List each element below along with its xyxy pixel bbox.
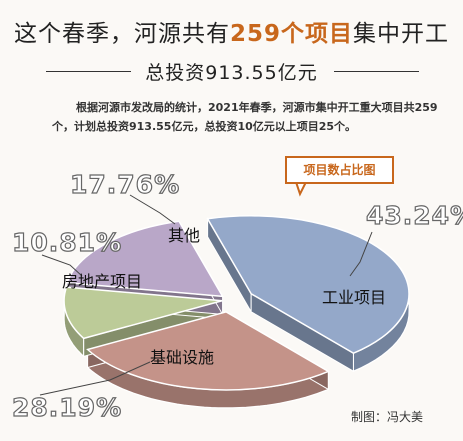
pct-label-infrastructure: 28.19% [11,392,123,422]
intro-paragraph: 根据河源市发改局的统计，2021年春季，河源市集中开工重大项目共259个，计划总… [52,101,438,133]
pct-label-industry: 43.24% [365,200,463,230]
headline-part1: 这个春季，河源共有 [13,21,230,47]
subtitle-right-rule [334,71,419,72]
subtitle: 总投资913.55亿元 [145,62,318,84]
credit: 制图：冯大美 [350,410,423,424]
slice-label-infrastructure: 基础设施 [150,348,215,367]
leader-line-infrastructure [39,361,151,396]
leader-line-industry [349,231,373,277]
slice-infrastructure [86,311,330,391]
slice-realestate [63,286,223,340]
leader-line-other [129,194,176,225]
pct-label-realestate: 10.81% [11,227,123,257]
pct-label-other: 17.76% [69,169,181,199]
slice-other [65,220,224,298]
slice-industry [206,215,410,355]
subtitle-left-rule [46,71,131,72]
headline: 这个春季，河源共有259个项目集中开工 [0,14,463,48]
headline-part2: 集中开工 [353,21,449,47]
chart-title-callout: 项目数占比图 [285,156,394,184]
intro-text: 根据河源市发改局的统计，2021年春季，河源市集中开工重大项目共259个，计划总… [52,98,442,136]
slice-label-industry: 工业项目 [322,288,387,307]
headline-highlight: 259个项目 [229,21,353,47]
chart-title: 项目数占比图 [303,163,376,177]
slice-label-realestate: 房地产项目 [62,272,143,291]
slice-label-other: 其他 [168,226,201,245]
leader-line-realestate [41,254,83,277]
